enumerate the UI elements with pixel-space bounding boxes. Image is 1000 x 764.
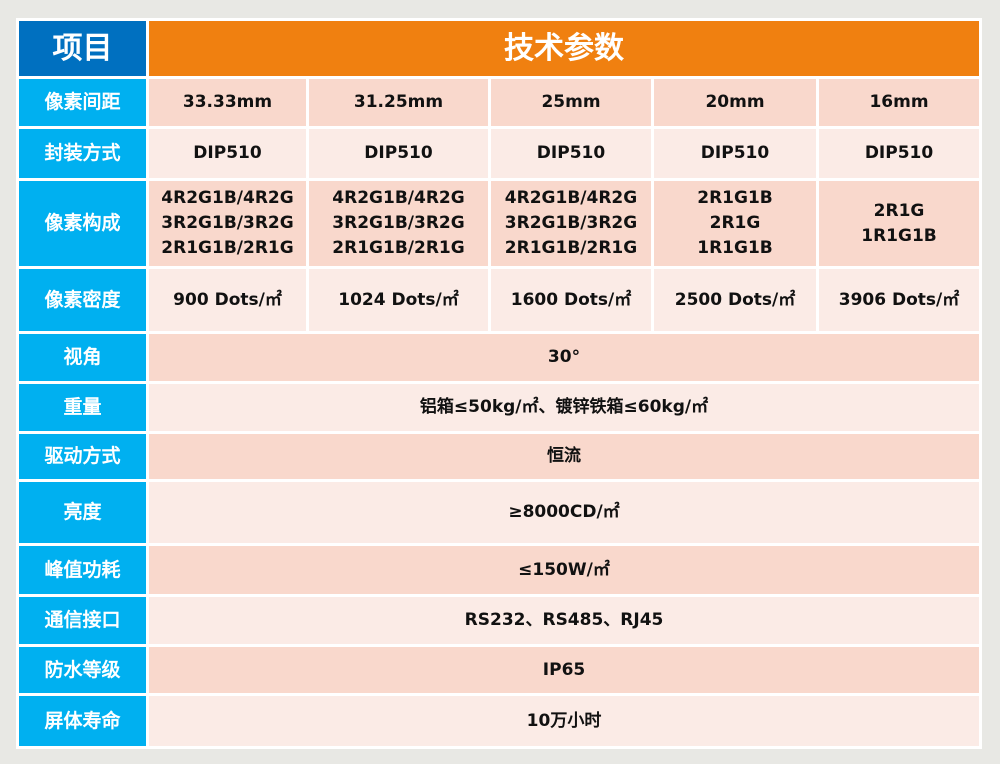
row-value: 2R1G1B 2R1G 1R1G1B xyxy=(654,181,816,266)
table-row: 封装方式 DIP510 DIP510 DIP510 DIP510 DIP510 xyxy=(19,129,980,178)
row-label: 驱动方式 xyxy=(19,434,146,479)
row-value: ≥8000CD/㎡ xyxy=(149,482,980,543)
row-label: 亮度 xyxy=(19,482,146,543)
row-value: 25mm xyxy=(491,79,651,126)
row-value: 4R2G1B/4R2G 3R2G1B/3R2G 2R1G1B/2R1G xyxy=(309,181,488,266)
table-row: 像素构成 4R2G1B/4R2G 3R2G1B/3R2G 2R1G1B/2R1G 4… xyxy=(19,181,980,266)
row-label: 封装方式 xyxy=(19,129,146,178)
header-row: 项目 技术参数 xyxy=(19,21,980,76)
row-value: 1024 Dots/㎡ xyxy=(309,269,488,331)
row-value: 2500 Dots/㎡ xyxy=(654,269,816,331)
row-value: 恒流 xyxy=(149,434,980,479)
table-row: 像素密度 900 Dots/㎡ 1024 Dots/㎡ 1600 Dots/㎡ 2500… xyxy=(19,269,980,331)
row-label: 像素构成 xyxy=(19,181,146,266)
table-row: 驱动方式 恒流 xyxy=(19,434,980,479)
row-value: DIP510 xyxy=(491,129,651,178)
table-row: 重量 铝箱≤50kg/㎡、镀锌铁箱≤60kg/㎡ xyxy=(19,384,980,431)
row-value: 900 Dots/㎡ xyxy=(149,269,306,331)
table-row: 峰值功耗 ≤150W/㎡ xyxy=(19,546,980,594)
row-label: 视角 xyxy=(19,334,146,381)
row-value: 30° xyxy=(149,334,980,381)
row-value: IP65 xyxy=(149,647,980,693)
row-label: 通信接口 xyxy=(19,597,146,644)
row-value: DIP510 xyxy=(309,129,488,178)
row-value: 31.25mm xyxy=(309,79,488,126)
row-value: 10万小时 xyxy=(149,696,980,746)
row-value: 3906 Dots/㎡ xyxy=(819,269,980,331)
row-value: 4R2G1B/4R2G 3R2G1B/3R2G 2R1G1B/2R1G xyxy=(491,181,651,266)
header-item: 项目 xyxy=(19,21,146,76)
table-row: 亮度 ≥8000CD/㎡ xyxy=(19,482,980,543)
row-label: 像素密度 xyxy=(19,269,146,331)
table-row: 屏体寿命 10万小时 xyxy=(19,696,980,746)
table-row: 视角 30° xyxy=(19,334,980,381)
row-label: 像素间距 xyxy=(19,79,146,126)
spec-table: 项目 技术参数 像素间距 33.33mm 31.25mm 25mm 20mm 16mm 封装… xyxy=(16,18,983,749)
row-value: 4R2G1B/4R2G 3R2G1B/3R2G 2R1G1B/2R1G xyxy=(149,181,306,266)
header-params: 技术参数 xyxy=(149,21,980,76)
row-value: RS232、RS485、RJ45 xyxy=(149,597,980,644)
table-row: 通信接口 RS232、RS485、RJ45 xyxy=(19,597,980,644)
row-value: 2R1G 1R1G1B xyxy=(819,181,980,266)
row-value: 33.33mm xyxy=(149,79,306,126)
row-value: 铝箱≤50kg/㎡、镀锌铁箱≤60kg/㎡ xyxy=(149,384,980,431)
table-row: 防水等级 IP65 xyxy=(19,647,980,693)
row-value: 16mm xyxy=(819,79,980,126)
row-value: DIP510 xyxy=(819,129,980,178)
row-label: 重量 xyxy=(19,384,146,431)
row-value: ≤150W/㎡ xyxy=(149,546,980,594)
row-label: 防水等级 xyxy=(19,647,146,693)
row-label: 峰值功耗 xyxy=(19,546,146,594)
row-value: 1600 Dots/㎡ xyxy=(491,269,651,331)
row-value: 20mm xyxy=(654,79,816,126)
row-value: DIP510 xyxy=(149,129,306,178)
row-value: DIP510 xyxy=(654,129,816,178)
row-label: 屏体寿命 xyxy=(19,696,146,746)
table-row: 像素间距 33.33mm 31.25mm 25mm 20mm 16mm xyxy=(19,79,980,126)
